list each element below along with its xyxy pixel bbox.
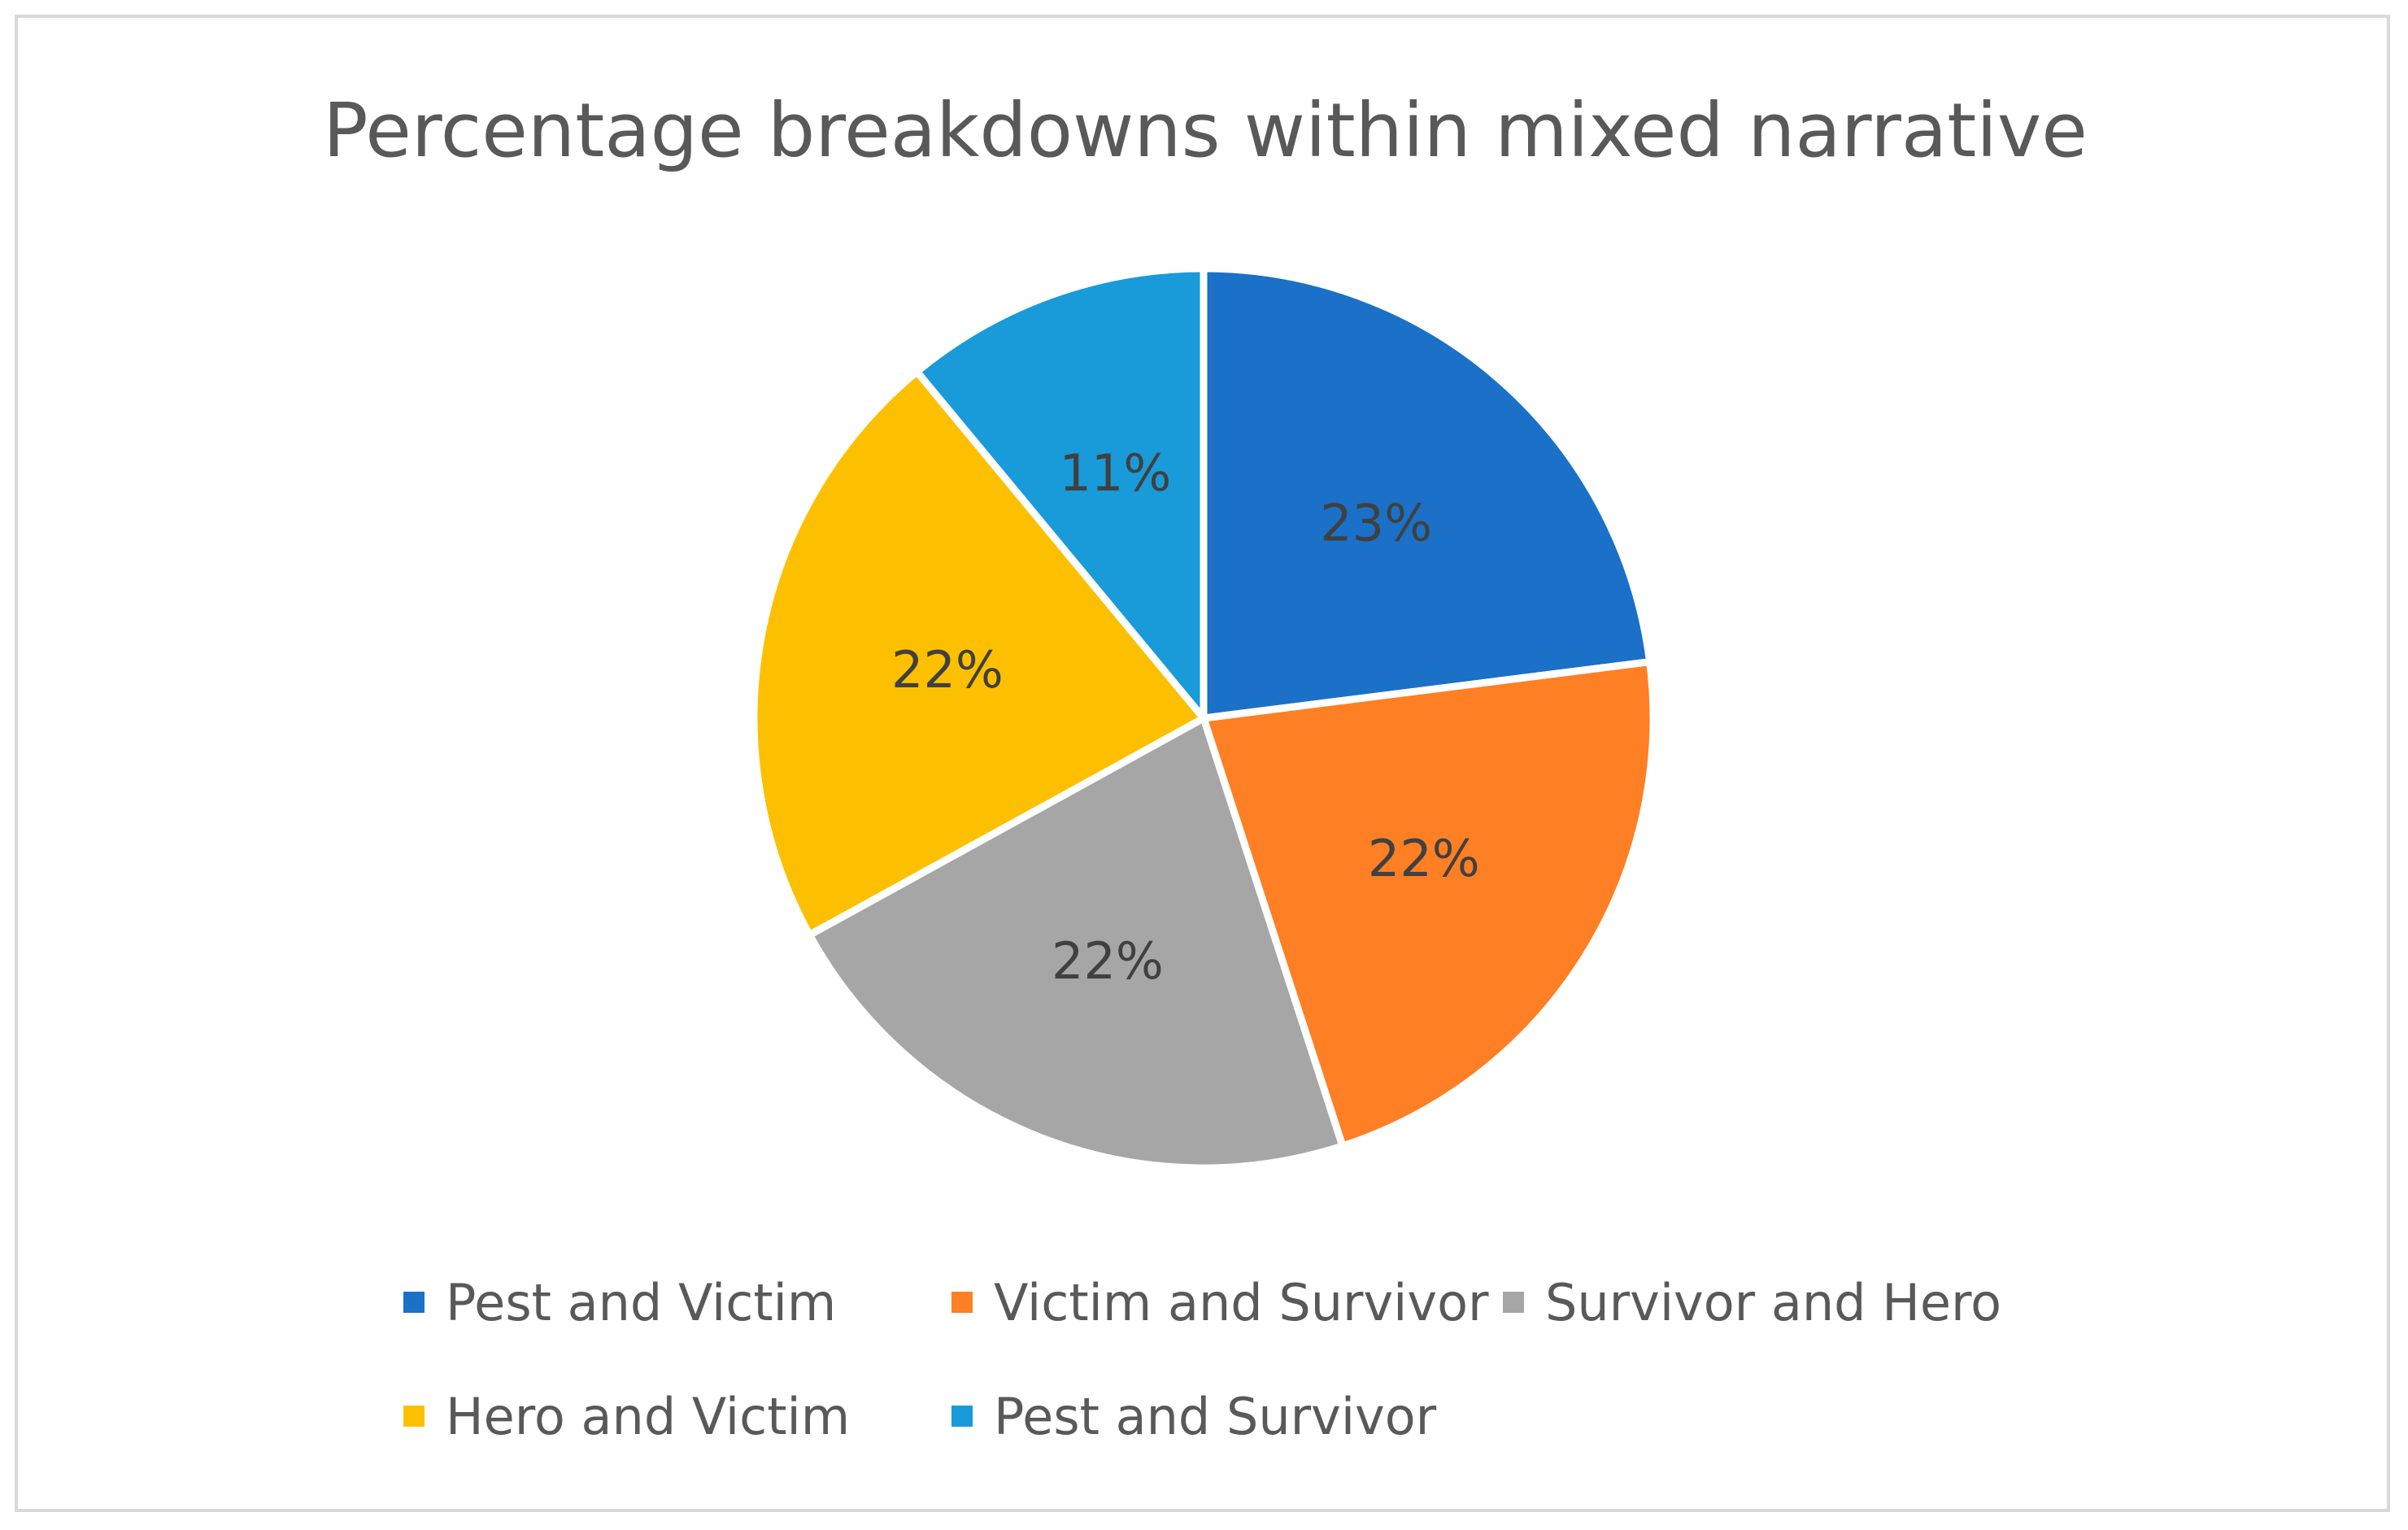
pie-slice-pest-and-victim xyxy=(1200,264,1654,722)
data-label-victim-and-survivor: 22% xyxy=(1368,829,1480,888)
legend-swatch-pest-and-survivor xyxy=(951,1406,973,1427)
legend-swatch-survivor-and-hero xyxy=(1503,1292,1524,1313)
pie-slice-hero-and-victim xyxy=(750,368,1208,939)
pie-slice-pest-and-survivor xyxy=(913,264,1208,722)
legend-swatch-victim-and-survivor xyxy=(951,1292,973,1313)
data-label-pest-and-victim: 23% xyxy=(1320,493,1432,552)
legend-swatch-pest-and-victim xyxy=(403,1292,425,1313)
legend-label-survivor-and-hero: Survivor and Hero xyxy=(1545,1273,2001,1332)
pie-slice-victim-and-survivor xyxy=(1200,658,1657,1150)
legend-swatch-hero-and-victim xyxy=(403,1406,425,1427)
data-label-pest-and-survivor: 11% xyxy=(1059,443,1171,503)
legend-label-pest-and-victim: Pest and Victim xyxy=(446,1273,836,1332)
pie-slice-survivor-and-hero xyxy=(805,714,1347,1172)
legend-label-victim-and-survivor: Victim and Survivor xyxy=(994,1273,1489,1332)
legend-label-hero-and-victim: Hero and Victim xyxy=(446,1387,850,1446)
data-label-survivor-and-hero: 22% xyxy=(1052,931,1164,991)
data-label-hero-and-victim: 22% xyxy=(891,640,1004,700)
pie-slices xyxy=(750,264,1657,1172)
chart-title: Percentage breakdowns within mixed narra… xyxy=(323,87,2088,174)
chart-legend: Pest and Victim Victim and Survivor Surviv… xyxy=(403,1273,2001,1446)
legend-label-pest-and-survivor: Pest and Survivor xyxy=(994,1387,1437,1446)
pie-data-labels: 23% 22% 22% 22% 11% xyxy=(891,443,1480,991)
